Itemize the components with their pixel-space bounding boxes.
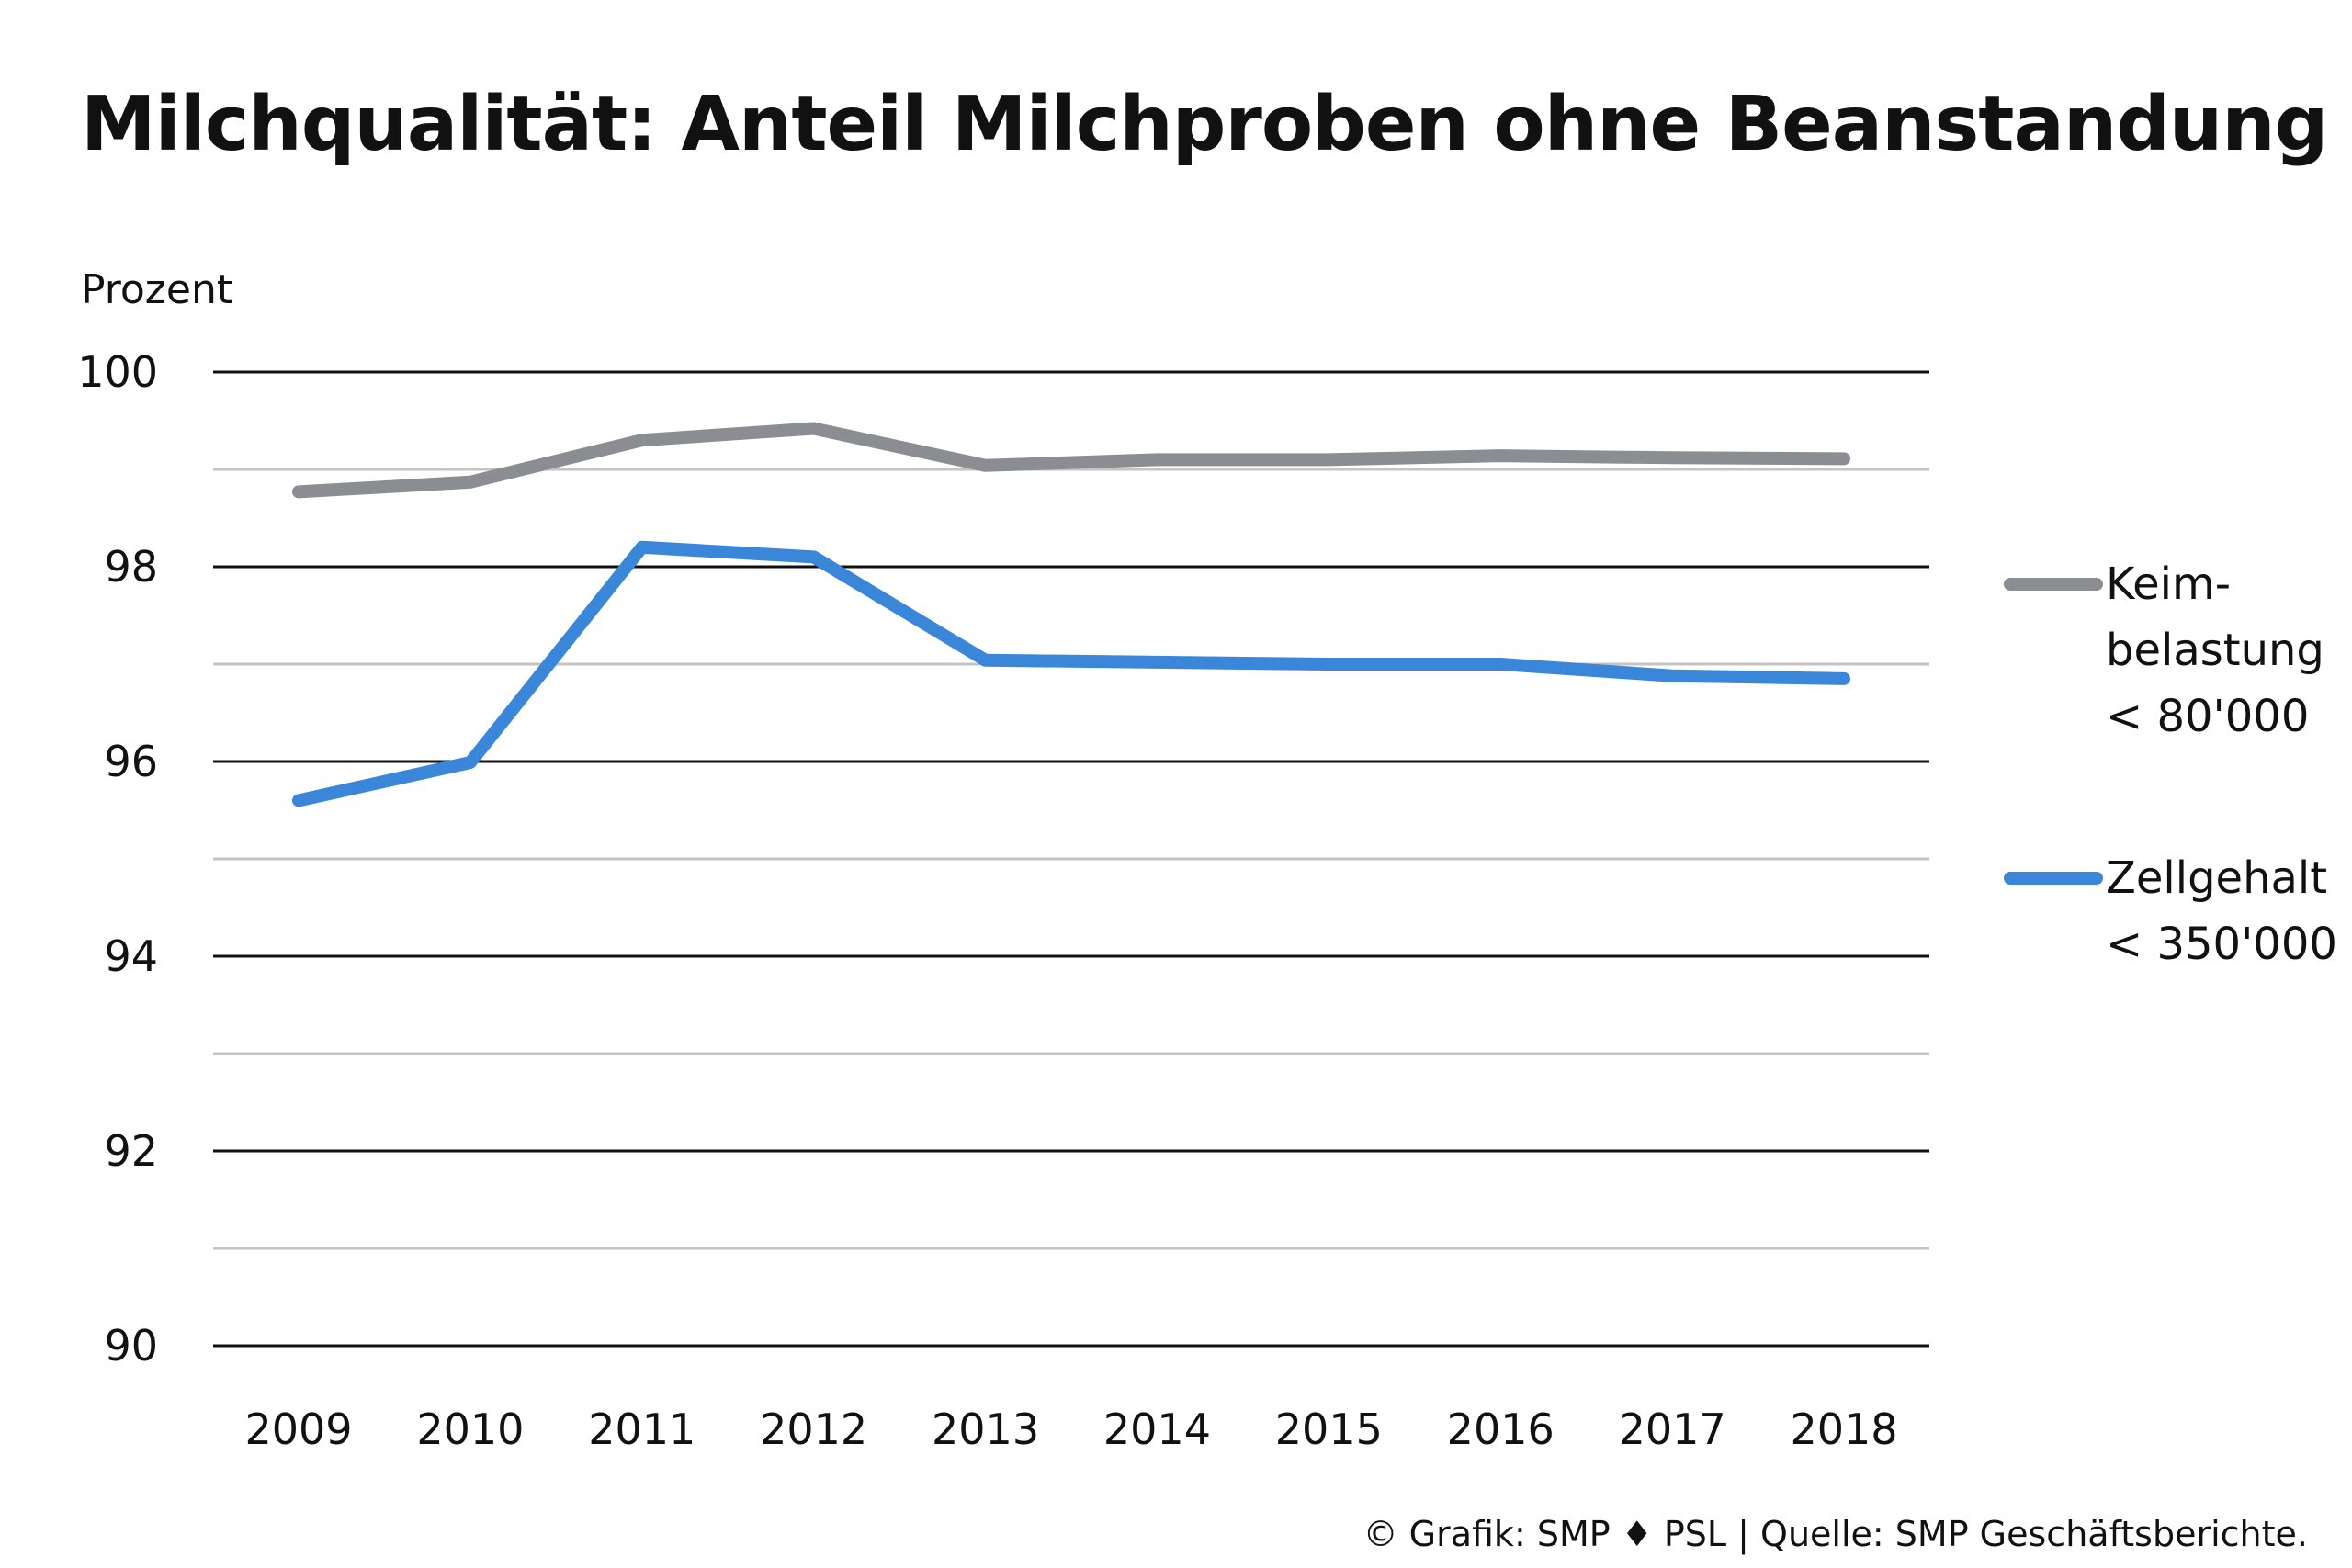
legend-label-zell: Zellgehalt	[2106, 852, 2327, 904]
legend: Keim-belastung < 80'000 Zellgehalt < 350'00…	[2004, 558, 2337, 970]
legend-label-keim: Keim-	[2106, 558, 2231, 610]
x-tick-label: 2013	[932, 1404, 1039, 1454]
y-tick-label: 94	[104, 931, 158, 981]
source-footer: © Grafik: SMP ♦ PSL | Quelle: SMP Geschä…	[1363, 1514, 2308, 1554]
x-tick-label: 2015	[1275, 1404, 1383, 1454]
x-tick-labels: 2009 2010 2011 2012 2013 2014 2015 2016 2017 2018	[244, 1404, 1897, 1454]
y-axis-unit-label: Prozent	[81, 266, 233, 313]
legend-label-zell: < 350'000	[2106, 919, 2337, 970]
y-tick-label: 90	[104, 1321, 158, 1371]
y-tick-labels: 90 92 94 96 98 100	[77, 347, 158, 1371]
y-tick-label: 98	[104, 542, 158, 592]
y-tick-label: 92	[104, 1126, 158, 1176]
x-tick-label: 2010	[416, 1404, 524, 1454]
x-tick-label: 2018	[1790, 1404, 1897, 1454]
x-tick-label: 2017	[1619, 1404, 1726, 1454]
x-tick-label: 2014	[1103, 1404, 1211, 1454]
series-line-zell	[292, 540, 1850, 807]
x-tick-label: 2011	[588, 1404, 695, 1454]
x-tick-label: 2016	[1447, 1404, 1555, 1454]
grid-lines	[213, 370, 1929, 1348]
x-tick-label: 2012	[760, 1404, 867, 1454]
legend-label-keim: belastung	[2106, 625, 2324, 676]
series-line-keim	[292, 422, 1850, 499]
series-lines	[292, 422, 1850, 807]
x-tick-label: 2009	[244, 1404, 352, 1454]
chart-title: Milchqualität: Anteil Milchproben ohne B…	[81, 81, 2328, 168]
y-tick-label: 100	[77, 347, 158, 397]
legend-label-keim: < 80'000	[2106, 691, 2309, 742]
y-tick-label: 96	[104, 737, 158, 786]
